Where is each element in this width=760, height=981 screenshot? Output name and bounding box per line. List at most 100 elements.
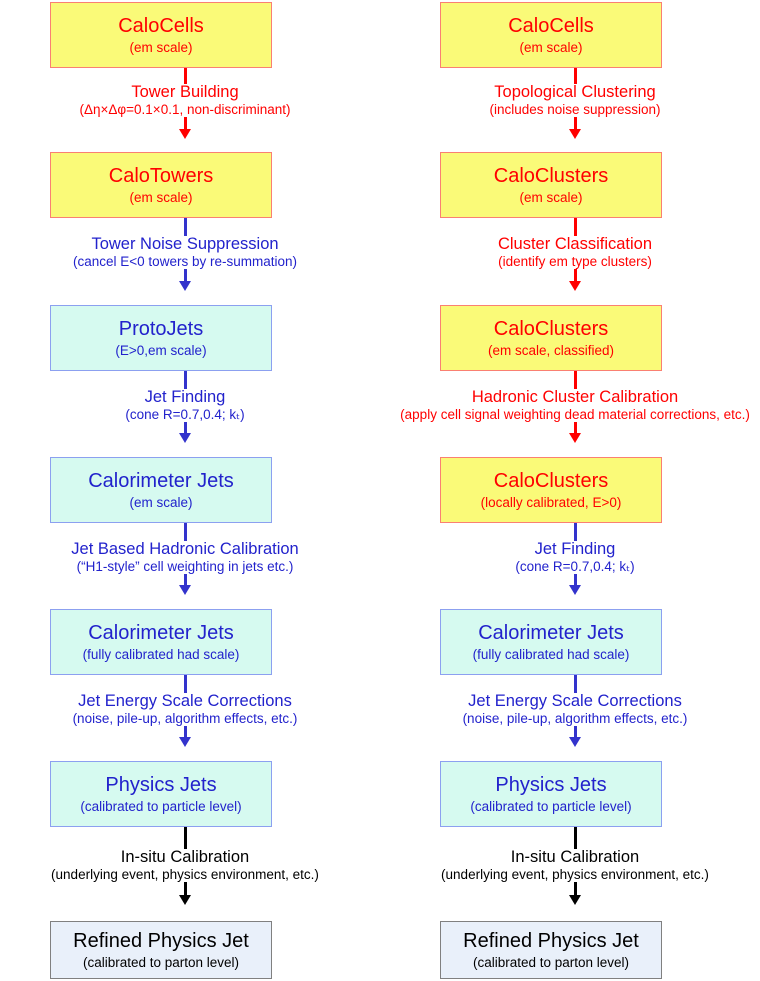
- arrow-down-icon: [179, 422, 191, 444]
- node-calorimeter-jets-em[interactable]: Calorimeter Jets (em scale): [50, 457, 272, 523]
- node-refined-physics-jet[interactable]: Refined Physics Jet (calibrated to parto…: [50, 921, 272, 979]
- arrow-down-icon: [179, 726, 191, 748]
- connector-label-paren: (cone R=0.7,0.4; kₜ): [125, 406, 245, 422]
- connector-jet-based-hadronic-calibration: Jet Based Hadronic Calibration (“H1-styl…: [20, 523, 350, 609]
- connector-stem: [573, 371, 577, 389]
- node-caloclusters-locally-calibrated[interactable]: CaloClusters (locally calibrated, E>0): [440, 457, 662, 523]
- arrow-down-icon: [569, 574, 581, 596]
- connector-label-main: In-situ Calibration: [120, 848, 250, 866]
- arrow-down-icon: [569, 726, 581, 748]
- node-calocells[interactable]: CaloCells (em scale): [50, 2, 272, 68]
- node-title: Refined Physics Jet: [73, 930, 249, 953]
- node-title: Calorimeter Jets: [88, 470, 234, 493]
- connector-label-main: Tower Building: [131, 83, 239, 101]
- connector-label-main: In-situ Calibration: [510, 848, 640, 866]
- node-title: CaloClusters: [493, 165, 609, 188]
- connector-jet-energy-scale-corrections-1: Jet Energy Scale Corrections (noise, pil…: [20, 675, 350, 761]
- node-physics-jets-2[interactable]: Physics Jets (calibrated to particle lev…: [440, 761, 662, 827]
- tower-based-flow-column: CaloCells (em scale) Tower Building (Δη×…: [20, 0, 350, 981]
- connector-in-situ-calibration-1: In-situ Calibration (underlying event, p…: [20, 827, 350, 921]
- connector-in-situ-calibration-2: In-situ Calibration (underlying event, p…: [410, 827, 740, 921]
- connector-tower-building: Tower Building (Δη×Δφ=0.1×0.1, non-discr…: [20, 68, 350, 152]
- arrow-down-icon: [179, 269, 191, 292]
- connector-label: Tower Building (Δη×Δφ=0.1×0.1, non-discr…: [79, 83, 291, 117]
- connector-label-paren: (noise, pile-up, algorithm effects, etc.…: [72, 710, 298, 726]
- connector-label-main: Jet Finding: [144, 388, 226, 406]
- node-caloclusters-classified[interactable]: CaloClusters (em scale, classified): [440, 305, 662, 371]
- node-title: Physics Jets: [495, 774, 607, 797]
- node-subtitle: (fully calibrated had scale): [472, 646, 630, 662]
- node-title: Calorimeter Jets: [478, 622, 624, 645]
- node-subtitle: (em scale, classified): [487, 342, 615, 358]
- arrow-down-icon: [569, 117, 581, 140]
- node-subtitle: (em scale): [519, 39, 583, 55]
- connector-label: Jet Energy Scale Corrections (noise, pil…: [72, 692, 298, 726]
- node-title: CaloTowers: [108, 165, 214, 188]
- node-subtitle: (calibrated to parton level): [82, 954, 240, 970]
- arrow-down-icon: [569, 269, 581, 292]
- connector-label: Jet Energy Scale Corrections (noise, pil…: [462, 692, 688, 726]
- connector-label-paren: (noise, pile-up, algorithm effects, etc.…: [462, 710, 688, 726]
- connector-label-main: Cluster Classification: [497, 235, 653, 253]
- connector-cluster-classification: Cluster Classification (identify em type…: [410, 218, 740, 305]
- node-subtitle: (calibrated to particle level): [80, 798, 242, 814]
- node-subtitle: (fully calibrated had scale): [82, 646, 240, 662]
- node-title: ProtoJets: [118, 318, 204, 341]
- connector-label: Jet Based Hadronic Calibration (“H1-styl…: [71, 540, 299, 574]
- node-title: CaloClusters: [493, 470, 609, 493]
- node-subtitle: (em scale): [129, 494, 193, 510]
- connector-label-main: Jet Based Hadronic Calibration: [71, 540, 299, 558]
- node-physics-jets[interactable]: Physics Jets (calibrated to particle lev…: [50, 761, 272, 827]
- connector-label-main: Jet Finding: [534, 540, 616, 558]
- node-calorimeter-jets-had-2[interactable]: Calorimeter Jets (fully calibrated had s…: [440, 609, 662, 675]
- connector-label-paren: (cone R=0.7,0.4; kₜ): [515, 558, 635, 574]
- connector-stem: [573, 675, 577, 693]
- node-caloclusters-em[interactable]: CaloClusters (em scale): [440, 152, 662, 218]
- node-title: Refined Physics Jet: [463, 930, 639, 953]
- connector-label: Topological Clustering (includes noise s…: [489, 83, 660, 117]
- arrow-down-icon: [179, 574, 191, 596]
- node-title: CaloCells: [508, 15, 594, 38]
- connector-stem: [573, 523, 577, 541]
- connector-label-main: Topological Clustering: [494, 83, 656, 101]
- connector-jet-energy-scale-corrections-2: Jet Energy Scale Corrections (noise, pil…: [410, 675, 740, 761]
- connector-label: In-situ Calibration (underlying event, p…: [51, 848, 319, 882]
- connector-label-paren: (cancel E<0 towers by re-summation): [73, 253, 297, 269]
- connector-topological-clustering: Topological Clustering (includes noise s…: [410, 68, 740, 152]
- connector-label: Tower Noise Suppression (cancel E<0 towe…: [73, 235, 297, 269]
- connector-label-main: Jet Energy Scale Corrections: [468, 692, 682, 710]
- connector-jet-finding-1: Jet Finding (cone R=0.7,0.4; kₜ): [20, 371, 350, 457]
- connector-stem: [573, 827, 577, 849]
- cluster-based-flow-column: CaloCells (em scale) Topological Cluster…: [400, 0, 750, 981]
- node-calocells-2[interactable]: CaloCells (em scale): [440, 2, 662, 68]
- connector-label: Cluster Classification (identify em type…: [497, 235, 653, 269]
- node-title: Calorimeter Jets: [88, 622, 234, 645]
- connector-stem: [573, 68, 577, 84]
- node-title: Physics Jets: [105, 774, 217, 797]
- node-protojets[interactable]: ProtoJets (E>0,em scale): [50, 305, 272, 371]
- node-subtitle: (E>0,em scale): [115, 342, 207, 358]
- arrow-down-icon: [179, 882, 191, 906]
- connector-label-main: Tower Noise Suppression: [91, 235, 279, 253]
- node-refined-physics-jet-2[interactable]: Refined Physics Jet (calibrated to parto…: [440, 921, 662, 979]
- connector-label-main: Jet Energy Scale Corrections: [78, 692, 292, 710]
- arrow-down-icon: [569, 422, 581, 444]
- node-calotowers[interactable]: CaloTowers (em scale): [50, 152, 272, 218]
- connector-label: Hadronic Cluster Calibration (apply cell…: [400, 388, 750, 422]
- node-subtitle: (locally calibrated, E>0): [480, 494, 622, 510]
- connector-label-paren: (Δη×Δφ=0.1×0.1, non-discriminant): [79, 101, 291, 117]
- node-subtitle: (em scale): [519, 189, 583, 205]
- node-title: CaloClusters: [493, 318, 609, 341]
- node-subtitle: (calibrated to parton level): [472, 954, 630, 970]
- connector-label: Jet Finding (cone R=0.7,0.4; kₜ): [125, 388, 245, 422]
- node-title: CaloCells: [118, 15, 204, 38]
- arrow-down-icon: [569, 882, 581, 906]
- connector-stem: [183, 68, 187, 84]
- node-subtitle: (calibrated to particle level): [470, 798, 632, 814]
- connector-stem: [183, 827, 187, 849]
- connector-jet-finding-2: Jet Finding (cone R=0.7,0.4; kₜ): [410, 523, 740, 609]
- connector-stem: [573, 218, 577, 236]
- node-calorimeter-jets-had[interactable]: Calorimeter Jets (fully calibrated had s…: [50, 609, 272, 675]
- connector-label-paren: (underlying event, physics environment, …: [51, 866, 319, 882]
- connector-label: In-situ Calibration (underlying event, p…: [441, 848, 709, 882]
